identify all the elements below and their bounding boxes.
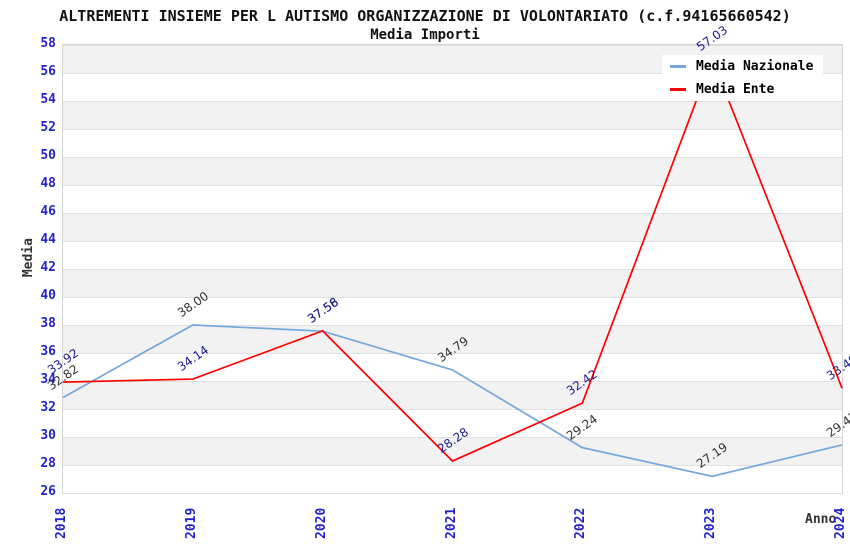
legend-label: Media Ente: [696, 82, 775, 97]
x-tick-label: 2020: [313, 507, 329, 539]
chart-subtitle: Media Importi: [370, 27, 480, 43]
plot-area: 32.82 38.00 37.56 34.79 29.24 27.19 29.43 33.92…: [45, 22, 850, 494]
gridline: [63, 408, 842, 410]
legend-item: Media Nazionale: [662, 55, 824, 78]
gridline: [63, 492, 842, 494]
x-tick-label: 2021: [443, 507, 459, 539]
legend-swatch-icon: [670, 88, 686, 91]
gridline: [63, 436, 842, 438]
gridline: [63, 296, 842, 298]
plot-band: [63, 213, 842, 241]
gridline: [63, 268, 842, 270]
plot-band: [63, 157, 842, 185]
plot-band: [63, 101, 842, 129]
gridline: [63, 128, 842, 130]
gridline: [63, 45, 842, 46]
series-lines: [62, 56, 843, 478]
plot-band: [63, 381, 842, 409]
y-tick-label: 52: [40, 120, 56, 135]
y-tick-label: 32: [40, 400, 56, 415]
y-tick-label: 38: [40, 316, 56, 331]
plot-band: [63, 325, 842, 353]
series-line-media-nazionale: [62, 324, 843, 478]
chart-title: ALTREMENTI INSIEME PER L AUTISMO ORGANIZ…: [59, 7, 791, 25]
y-tick-label: 58: [40, 36, 56, 51]
y-tick-label: 30: [40, 428, 56, 443]
x-tick-label: 2023: [703, 507, 719, 539]
y-tick-label: 44: [40, 232, 56, 247]
x-tick-label: 2018: [54, 507, 69, 539]
gridline: [63, 240, 842, 242]
y-tick-label: 34: [40, 372, 56, 387]
legend: Media Nazionale Media Ente: [662, 55, 824, 101]
y-tick-label: 50: [40, 148, 56, 163]
x-tick-label: 2022: [573, 507, 589, 539]
gridline: [63, 212, 842, 214]
gridline: [63, 184, 842, 186]
gridline: [63, 72, 842, 74]
y-tick-label: 48: [40, 176, 56, 191]
y-tick-label: 26: [40, 484, 56, 499]
legend-item: Media Ente: [662, 78, 785, 101]
y-tick-label: 42: [40, 260, 56, 275]
y-tick-label: 54: [40, 92, 56, 107]
legend-swatch-icon: [670, 65, 686, 68]
y-tick-label: 40: [40, 288, 56, 303]
legend-label: Media Nazionale: [696, 59, 814, 74]
plot-band: [63, 269, 842, 297]
y-tick-label: 46: [40, 204, 56, 219]
y-tick-label: 56: [40, 64, 56, 79]
gridline: [63, 324, 842, 326]
series-line-media-ente: [62, 56, 843, 463]
x-tick-label: 2019: [183, 507, 199, 539]
y-tick-label: 36: [40, 344, 56, 359]
gridline: [63, 352, 842, 354]
gridline: [63, 156, 842, 158]
x-axis-label: Anno: [805, 512, 837, 527]
gridline: [63, 464, 842, 466]
x-tick-label: 2024: [833, 507, 848, 539]
y-tick-label: 28: [40, 456, 56, 471]
gridline: [63, 100, 842, 102]
gridline: [63, 380, 842, 382]
